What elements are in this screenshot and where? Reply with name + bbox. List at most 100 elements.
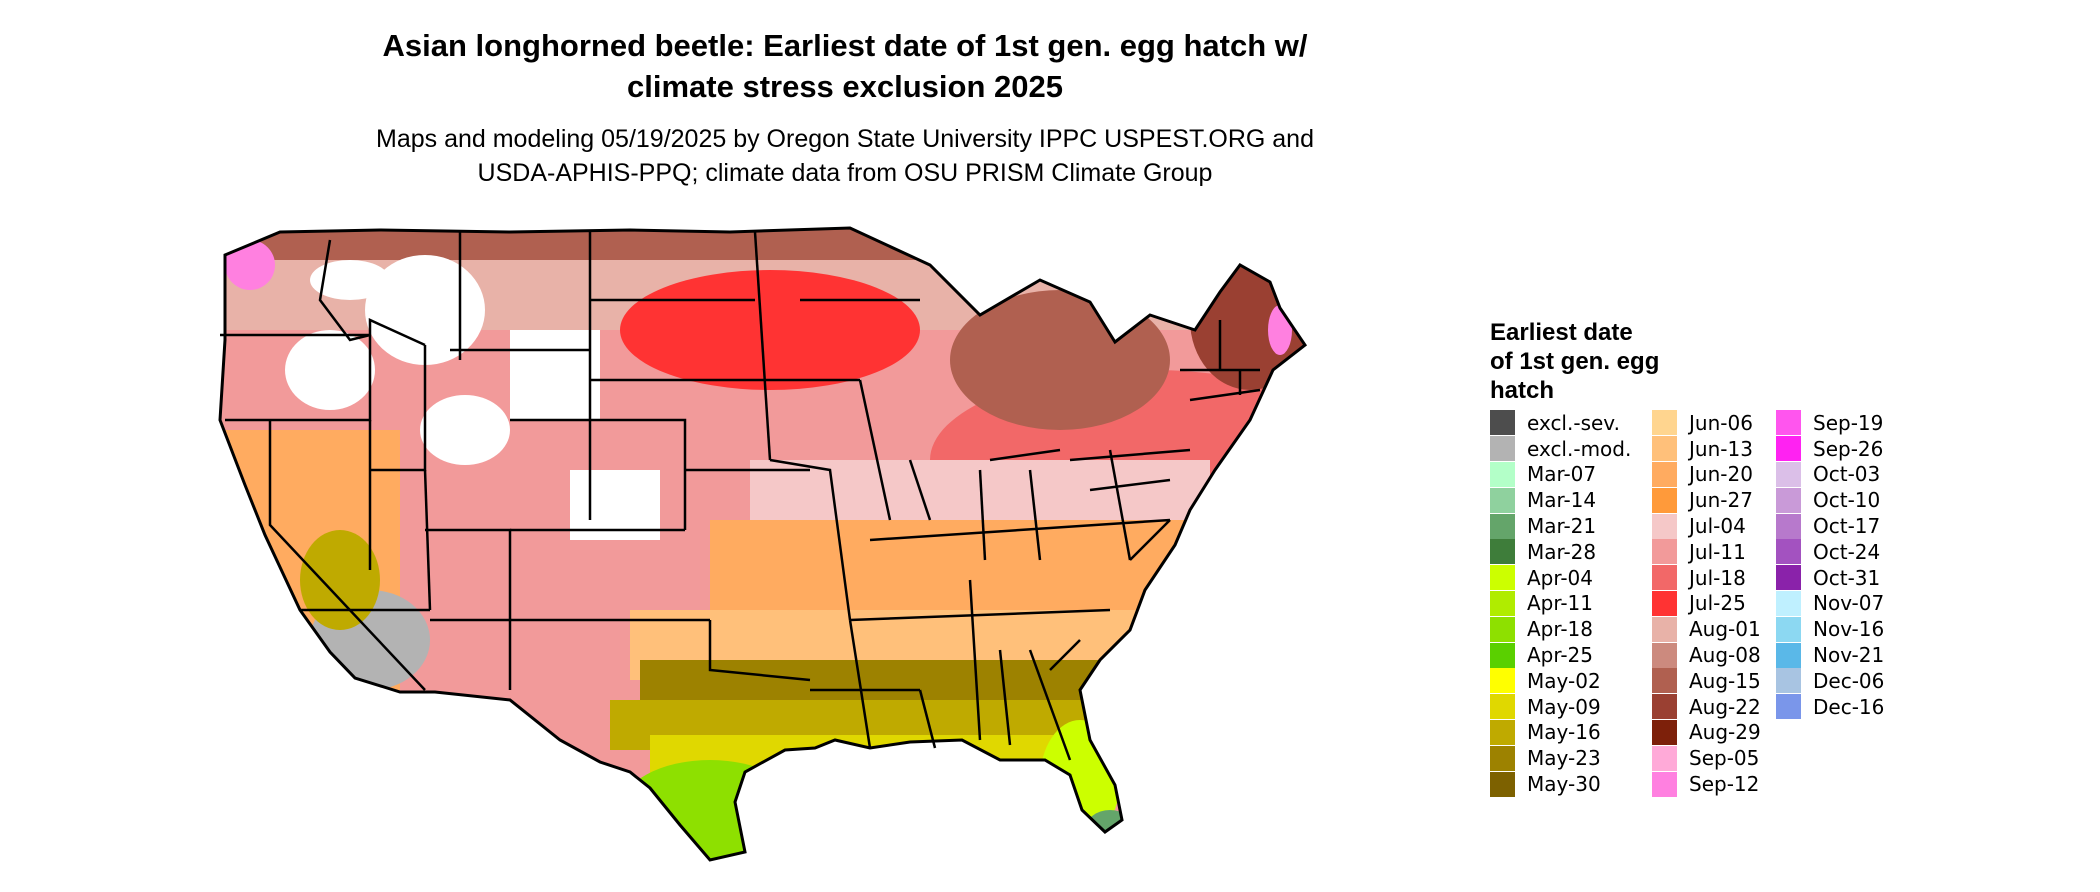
legend-label: Dec-16 — [1813, 694, 1885, 719]
legend-label: Jul-18 — [1689, 565, 1746, 590]
legend-label: Jul-04 — [1689, 514, 1746, 539]
legend-column-2: Jun-06 Jun-13 Jun-20 Jun-27 Jul-04 Jul-11 Jul-… — [1652, 410, 1761, 797]
legend-item: Mar-14 — [1490, 487, 1631, 513]
legend-label: Aug-15 — [1689, 668, 1761, 693]
legend-item: Jul-04 — [1652, 513, 1761, 539]
legend-item: Aug-01 — [1652, 616, 1761, 642]
legend-label: Dec-06 — [1813, 668, 1885, 693]
legend-swatch — [1776, 461, 1801, 487]
legend-label: May-16 — [1527, 720, 1601, 745]
legend-item: Sep-26 — [1776, 436, 1884, 462]
map-title-line-1: Asian longhorned beetle: Earliest date o… — [382, 28, 1308, 63]
legend-item: Jun-13 — [1652, 436, 1761, 462]
legend-swatch — [1776, 565, 1801, 591]
legend-label: May-30 — [1527, 772, 1601, 797]
map-title-line-2: climate stress exclusion 2025 — [627, 69, 1063, 104]
legend-label: Nov-21 — [1813, 643, 1885, 668]
legend-label: Jun-13 — [1689, 436, 1753, 461]
legend-item: Mar-07 — [1490, 461, 1631, 488]
state-borders — [220, 231, 1261, 761]
legend-label: excl.-sev. — [1527, 410, 1620, 435]
legend-item: Nov-16 — [1776, 616, 1884, 642]
legend-item: Dec-06 — [1776, 668, 1884, 694]
legend-label: Apr-04 — [1527, 565, 1593, 590]
legend-swatch — [1776, 410, 1801, 436]
legend-swatch — [1490, 590, 1515, 616]
legend-label: Sep-05 — [1689, 746, 1760, 771]
legend-swatch — [1490, 745, 1515, 771]
legend-swatch — [1490, 694, 1515, 720]
legend-label: Sep-19 — [1813, 410, 1884, 435]
legend-label: Oct-17 — [1813, 514, 1881, 539]
legend-item: May-02 — [1490, 668, 1631, 694]
legend-item: May-30 — [1490, 771, 1631, 797]
map-subtitle-line-1: Maps and modeling 05/19/2025 by Oregon S… — [376, 125, 1314, 153]
legend-item: Dec-16 — [1776, 694, 1884, 720]
legend-swatch — [1652, 539, 1677, 565]
legend-swatch — [1490, 719, 1515, 745]
legend-item: Nov-21 — [1776, 642, 1884, 668]
legend-label: Aug-01 — [1689, 617, 1761, 642]
legend-item: Apr-25 — [1490, 642, 1631, 668]
legend-item: Oct-31 — [1776, 565, 1884, 591]
legend-item: Sep-05 — [1652, 745, 1761, 771]
legend-swatch — [1652, 461, 1677, 487]
legend-item: May-09 — [1490, 694, 1631, 720]
legend-swatch — [1776, 590, 1801, 616]
legend-swatch — [1776, 642, 1801, 668]
legend-item: Apr-04 — [1490, 565, 1631, 591]
legend-label: Nov-07 — [1813, 591, 1885, 616]
legend-item: Sep-19 — [1776, 410, 1884, 436]
legend-label: Aug-08 — [1689, 643, 1761, 668]
legend-title-line: hatch — [1490, 377, 1555, 404]
legend-swatch — [1652, 668, 1677, 694]
legend-item: Apr-18 — [1490, 616, 1631, 642]
legend-label: Jul-25 — [1689, 591, 1746, 616]
legend-swatch — [1652, 410, 1677, 436]
legend-item: Aug-22 — [1652, 694, 1761, 720]
legend-item: Mar-21 — [1490, 513, 1631, 539]
legend-item: excl.-sev. — [1490, 410, 1631, 436]
legend-label: Apr-11 — [1527, 591, 1593, 616]
legend-label: Oct-24 — [1813, 539, 1881, 564]
legend-label: Jun-27 — [1689, 488, 1753, 513]
legend-item: Mar-28 — [1490, 539, 1631, 565]
legend-item: Aug-29 — [1652, 719, 1761, 746]
legend-swatch — [1652, 616, 1677, 642]
legend-swatch — [1490, 539, 1515, 565]
legend-item: Sep-12 — [1652, 771, 1761, 797]
legend-swatch — [1776, 694, 1801, 720]
legend-item: May-23 — [1490, 745, 1631, 771]
legend-label: excl.-mod. — [1527, 436, 1632, 461]
legend-label: Sep-26 — [1813, 436, 1884, 461]
map-subtitle-line-2: USDA-APHIS-PPQ; climate data from OSU PR… — [477, 159, 1213, 187]
legend-label: Mar-28 — [1527, 539, 1597, 564]
legend-swatch — [1490, 668, 1515, 694]
legend-swatch — [1776, 616, 1801, 642]
legend-swatch — [1490, 616, 1515, 642]
legend-label: Aug-22 — [1689, 694, 1761, 719]
legend-swatch — [1652, 719, 1677, 745]
legend-item: Apr-11 — [1490, 590, 1631, 617]
legend-label: Jun-06 — [1689, 410, 1753, 435]
us-map — [218, 226, 1308, 862]
legend-swatch — [1490, 513, 1515, 539]
legend-item: Oct-03 — [1776, 461, 1884, 488]
legend-swatch — [1776, 668, 1801, 694]
legend-label: Mar-07 — [1527, 462, 1597, 487]
legend-label: Apr-25 — [1527, 643, 1593, 668]
legend-swatch — [1490, 436, 1515, 462]
legend-label: Oct-03 — [1813, 462, 1881, 487]
legend-item: Oct-24 — [1776, 539, 1884, 565]
legend-label: Mar-21 — [1527, 514, 1597, 539]
legend-swatch — [1490, 461, 1515, 487]
legend-item: Jun-20 — [1652, 461, 1761, 488]
legend-label: Jun-20 — [1689, 462, 1753, 487]
legend-label: Mar-14 — [1527, 488, 1597, 513]
legend-swatch — [1652, 745, 1677, 771]
legend-swatch — [1652, 771, 1677, 797]
legend-label: Oct-31 — [1813, 565, 1881, 590]
legend-label: May-23 — [1527, 746, 1601, 771]
legend-swatch — [1776, 436, 1801, 462]
legend-title-line: of 1st gen. egg — [1490, 348, 1660, 375]
